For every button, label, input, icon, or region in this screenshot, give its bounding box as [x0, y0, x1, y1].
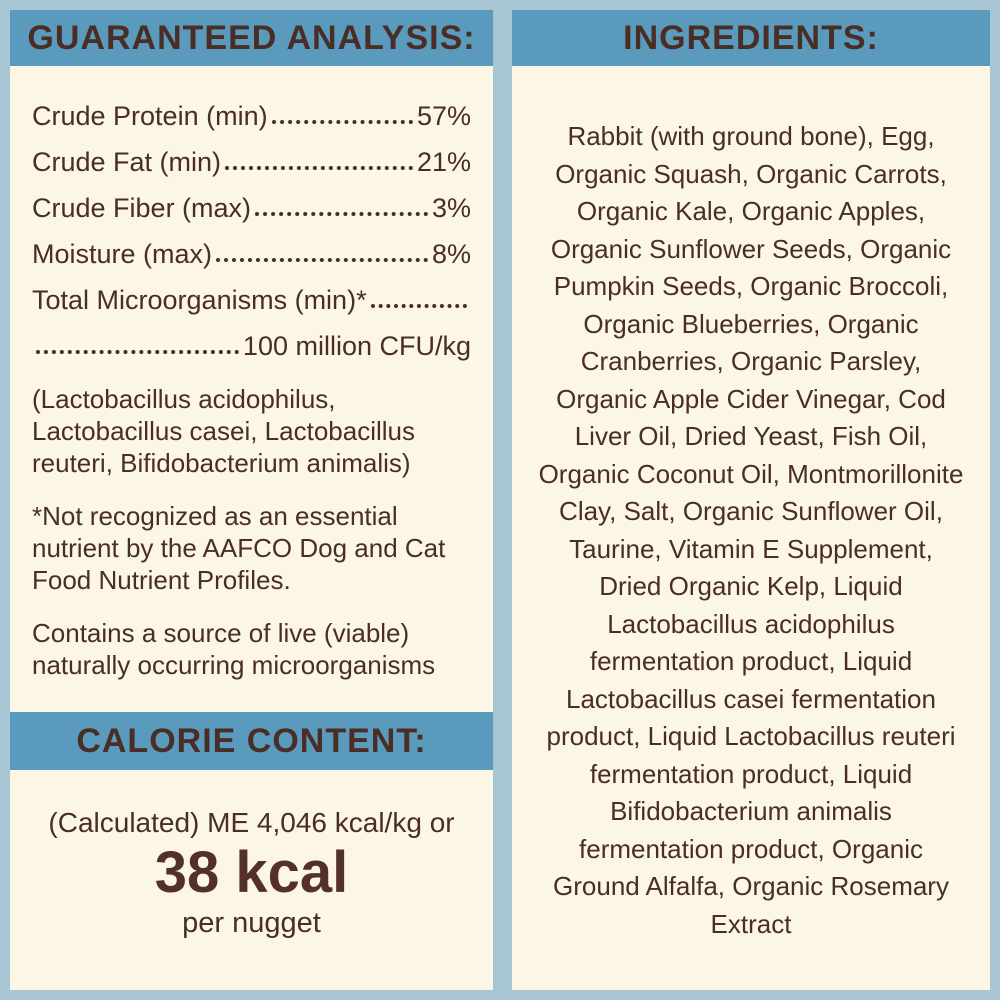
ingredients-header: INGREDIENTS:: [512, 10, 990, 66]
analysis-label: Crude Protein (min): [32, 100, 268, 131]
calorie-per-nugget-unit: per nugget: [182, 907, 321, 939]
analysis-value: 3%: [431, 192, 471, 223]
ingredients-list: Rabbit (with ground bone), Egg, Organic …: [538, 121, 964, 939]
guaranteed-analysis-title: GUARANTEED ANALYSIS:: [27, 18, 476, 57]
dot-leader: [271, 120, 413, 124]
live-microorganisms-note: Contains a source of live (viable) natur…: [32, 618, 436, 680]
analysis-value: 100 million CFU/kg: [242, 330, 471, 361]
dot-leader: [255, 212, 428, 216]
dot-leader: [225, 166, 413, 170]
analysis-value: 57%: [416, 100, 471, 131]
analysis-row-crude-fat: Crude Fat (min) 21%: [32, 132, 471, 178]
ingredients-title: INGREDIENTS:: [623, 18, 879, 57]
dot-leader: [216, 258, 428, 262]
analysis-row-cfu-value: 100 million CFU/kg: [32, 316, 471, 362]
analysis-row-crude-protein: Crude Protein (min) 57%: [32, 86, 471, 132]
calorie-content-title: CALORIE CONTENT:: [76, 721, 427, 760]
calorie-calculated-line: (Calculated) ME 4,046 kcal/kg or: [48, 807, 455, 838]
calorie-content-body: (Calculated) ME 4,046 kcal/kg or 38 kcal…: [10, 770, 493, 990]
aafco-footnote: *Not recognized as an essential nutrient…: [32, 501, 446, 595]
analysis-value: 21%: [416, 146, 471, 177]
dot-leader: [370, 304, 467, 308]
analysis-label: Crude Fiber (max): [32, 192, 252, 223]
analysis-label: Crude Fat (min): [32, 146, 222, 177]
calorie-content-header: CALORIE CONTENT:: [10, 712, 493, 770]
microorganism-species-note: (Lactobacillus acidophilus, Lactobacillu…: [32, 384, 415, 478]
ingredients-body: Rabbit (with ground bone), Egg, Organic …: [512, 66, 990, 990]
analysis-row-crude-fiber: Crude Fiber (max) 3%: [32, 178, 471, 224]
analysis-row-total-microorganisms: Total Microorganisms (min)*: [32, 270, 471, 316]
analysis-label: Moisture (max): [32, 238, 213, 269]
guaranteed-analysis-body: Crude Protein (min) 57% Crude Fat (min) …: [10, 66, 493, 712]
dot-leader: [36, 350, 239, 354]
analysis-label: Total Microorganisms (min)*: [32, 284, 367, 315]
analysis-row-moisture: Moisture (max) 8%: [32, 224, 471, 270]
ingredients-column: INGREDIENTS: Rabbit (with ground bone), …: [512, 10, 990, 990]
guaranteed-analysis-header: GUARANTEED ANALYSIS:: [10, 10, 493, 66]
guaranteed-analysis-column: GUARANTEED ANALYSIS: Crude Protein (min)…: [10, 10, 493, 990]
calorie-per-nugget-value: 38 kcal: [154, 840, 349, 905]
analysis-value: 8%: [431, 238, 471, 269]
